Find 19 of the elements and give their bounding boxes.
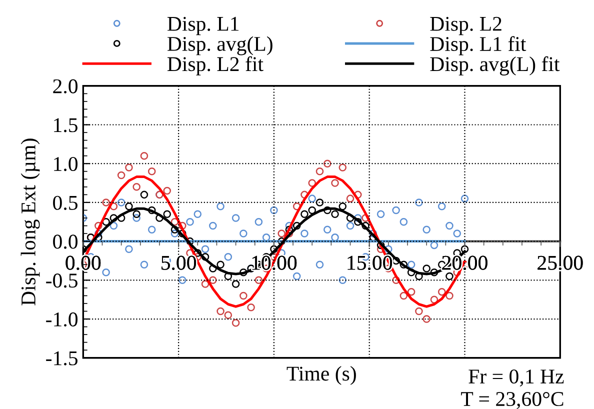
legend-label: Disp. L1	[167, 16, 239, 36]
legend-label: Disp. L1 fit	[430, 36, 526, 56]
y-axis-title: Disp. long Ext (µm)	[20, 138, 40, 306]
x-tick-label: 5.00	[162, 256, 196, 270]
y-tick-label: -0.5	[46, 274, 78, 288]
y-tick-label: 1.5	[54, 118, 78, 132]
y-tick-label: 0.5	[53, 196, 78, 210]
text: T = 23,60°C	[461, 392, 564, 409]
legend-label: Disp. L2 fit	[167, 56, 264, 76]
y-tick-label: 1.0	[54, 156, 78, 172]
y-tick-label: 0.0	[53, 234, 78, 249]
y-tick-label: 2.0	[53, 79, 78, 94]
legend-label: Disp. avg(L)	[167, 36, 272, 56]
y-tick-label: -1.5	[46, 351, 78, 366]
x-axis-title: Time (s)	[286, 366, 356, 385]
legend-label: Disp. L2	[430, 16, 502, 36]
legend-label: Disp. avg(L) fit	[430, 56, 560, 76]
text: Fr = 0,1 Hz	[468, 369, 564, 387]
y-tick-label: -1.0	[46, 312, 78, 327]
